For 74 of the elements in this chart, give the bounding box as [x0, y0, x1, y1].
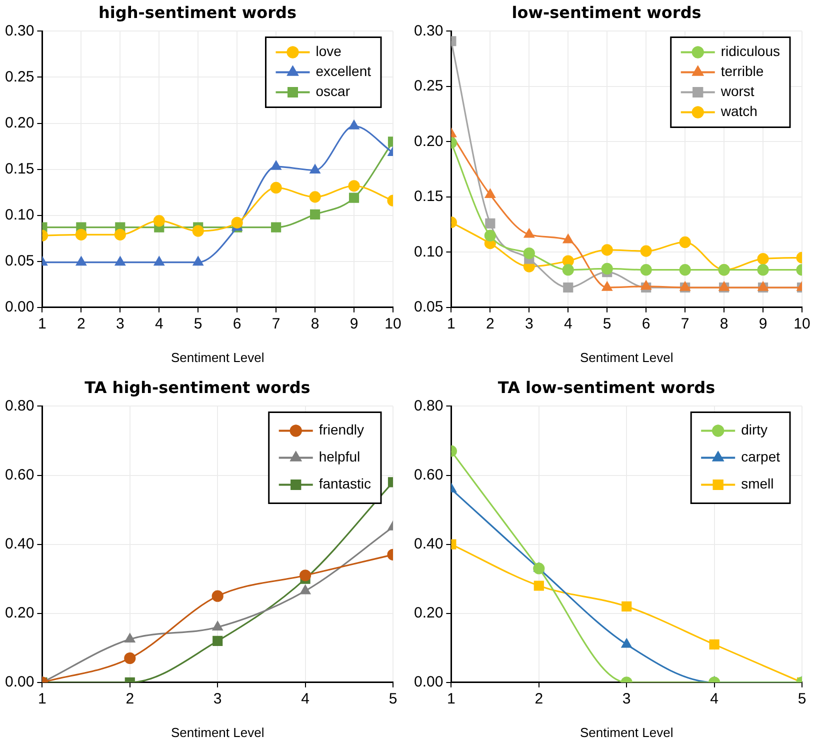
x-tick-label: 1 [447, 690, 456, 708]
x-tick-label: 2 [77, 316, 86, 333]
legend-label: love [316, 43, 342, 60]
y-tick-label: 0.00 [414, 674, 444, 691]
x-tick-label: 4 [564, 316, 572, 333]
x-axis-title: Sentiment Level [170, 724, 264, 740]
y-tick-label: 0.40 [4, 535, 34, 552]
legend-label: watch [720, 103, 758, 120]
y-tick-label: 0.05 [4, 252, 34, 270]
y-tick-label: 0.10 [4, 206, 34, 224]
legend-label: friendly [318, 422, 364, 438]
x-tick-label: 5 [194, 316, 202, 333]
y-tick-label: 0.15 [4, 160, 34, 178]
x-tick-label: 5 [602, 316, 612, 333]
y-tick-label: 0.60 [414, 466, 444, 484]
x-tick-label: 5 [798, 690, 806, 708]
y-tick-label: 0.30 [4, 22, 34, 40]
x-tick-label: 8 [310, 316, 320, 333]
x-axis-title: Sentiment Level [580, 350, 674, 365]
legend-label: helpful [318, 448, 360, 465]
x-tick-label: 10 [384, 316, 402, 333]
legend-label: carpet [741, 448, 780, 465]
x-tick-label: 2 [126, 690, 134, 708]
x-tick-label: 2 [486, 316, 494, 333]
x-tick-label: 3 [524, 316, 534, 333]
y-tick-label: 0.15 [414, 188, 444, 206]
x-tick-label: 9 [758, 316, 768, 333]
y-tick-label: 0.60 [4, 466, 34, 484]
y-tick-label: 0.20 [414, 604, 444, 622]
x-axis-title: Sentiment Level [170, 350, 264, 365]
y-tick-label: 0.80 [414, 397, 444, 414]
y-tick-label: 0.25 [4, 68, 34, 86]
y-tick-label: 0.00 [4, 674, 34, 691]
chart-title: low-sentiment words [512, 2, 702, 22]
y-tick-label: 0.40 [414, 535, 444, 552]
x-tick-label: 5 [388, 690, 398, 708]
legend-label: dirty [741, 422, 768, 438]
legend-label: fantastic [318, 476, 372, 492]
legend-label: worst [720, 83, 754, 100]
x-tick-label: 4 [154, 316, 164, 333]
y-tick-label: 0.10 [414, 243, 444, 260]
x-tick-label: 10 [794, 316, 810, 333]
chart-title: TA low-sentiment words [498, 378, 716, 397]
x-tick-label: 9 [350, 316, 358, 333]
x-tick-label: 7 [680, 316, 690, 333]
legend-label: smell [741, 476, 774, 492]
legend-label: excellent [316, 63, 372, 80]
x-tick-label: 3 [116, 316, 124, 333]
x-tick-label: 1 [447, 316, 456, 333]
y-tick-label: 0.80 [4, 397, 34, 414]
x-tick-label: 1 [38, 316, 46, 333]
chart-title: high-sentiment words [98, 2, 297, 22]
y-tick-label: 0.00 [4, 298, 34, 316]
legend-label: oscar [316, 83, 350, 100]
x-tick-label: 1 [38, 690, 46, 708]
x-axis-title: Sentiment Level [580, 724, 674, 740]
y-tick-label: 0.05 [414, 298, 444, 316]
y-tick-label: 0.20 [4, 114, 34, 132]
y-tick-label: 0.20 [414, 132, 444, 150]
x-tick-label: 3 [213, 690, 222, 708]
x-tick-label: 6 [232, 316, 242, 333]
legend-label: terrible [720, 63, 764, 80]
x-tick-label: 4 [710, 690, 718, 708]
chart-title: TA high-sentiment words [84, 378, 310, 397]
x-tick-label: 2 [534, 690, 544, 708]
x-tick-label: 7 [272, 316, 280, 333]
y-tick-label: 0.25 [414, 78, 444, 95]
x-tick-label: 3 [622, 690, 631, 708]
x-tick-label: 4 [301, 690, 310, 708]
y-tick-label: 0.20 [4, 604, 34, 622]
legend-label: ridiculous [720, 43, 780, 60]
x-tick-label: 8 [720, 316, 728, 333]
x-tick-label: 6 [642, 316, 650, 333]
y-tick-label: 0.30 [414, 22, 444, 40]
